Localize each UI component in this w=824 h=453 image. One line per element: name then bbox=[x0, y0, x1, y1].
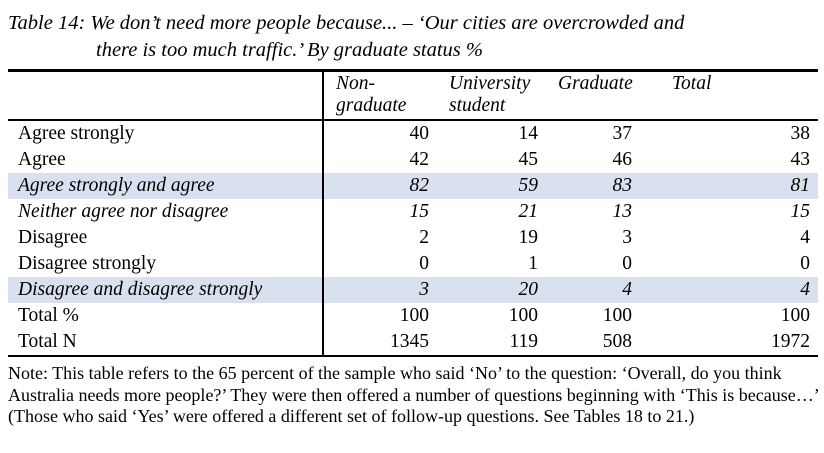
header-total: Total bbox=[640, 70, 818, 121]
cell-graduate: 0 bbox=[622, 253, 632, 274]
row-label: Agree strongly bbox=[8, 120, 324, 147]
cell-university-student: 1 bbox=[528, 253, 538, 274]
header-label: Graduate bbox=[558, 73, 633, 94]
table-row: Agree strongly and agree 82 59 83 81 bbox=[8, 173, 818, 199]
cell-non-graduate: 15 bbox=[409, 201, 430, 222]
table-row: Agree strongly 40 14 37 38 bbox=[8, 120, 818, 147]
row-label: Disagree strongly bbox=[8, 251, 324, 277]
cell-university-student: 100 bbox=[508, 305, 538, 326]
cell-university-student: 20 bbox=[518, 279, 539, 300]
table-caption: Table 14: We don’t need more people beca… bbox=[8, 10, 818, 64]
cell-university-student: 45 bbox=[518, 149, 539, 170]
row-label: Agree bbox=[8, 147, 324, 173]
cell-total: 15 bbox=[790, 201, 811, 222]
cell-graduate: 4 bbox=[622, 279, 632, 300]
cell-graduate: 100 bbox=[602, 305, 632, 326]
header-row: Non-graduate University student Graduate… bbox=[8, 70, 818, 121]
table-row: Disagree and disagree strongly 3 20 4 4 bbox=[8, 277, 818, 303]
table-row: Disagree 2 19 3 4 bbox=[8, 225, 818, 251]
cell-non-graduate: 40 bbox=[409, 123, 430, 144]
header-non-graduate: Non-graduate bbox=[323, 70, 437, 121]
table-note: Note: This table refers to the 65 percen… bbox=[8, 363, 819, 426]
cell-total: 38 bbox=[790, 123, 811, 144]
table-caption-line1: Table 14: We don’t need more people beca… bbox=[8, 12, 685, 34]
cell-graduate: 83 bbox=[612, 175, 633, 196]
cell-total: 4 bbox=[800, 227, 810, 248]
cell-total: 43 bbox=[790, 149, 811, 170]
cell-university-student: 21 bbox=[518, 201, 539, 222]
cell-non-graduate: 2 bbox=[419, 227, 429, 248]
header-university-student: University student bbox=[437, 70, 546, 121]
cell-total: 1972 bbox=[771, 331, 810, 352]
cell-university-student: 119 bbox=[509, 331, 538, 352]
table-caption-line2: there is too much traffic.’ By graduate … bbox=[96, 39, 483, 61]
row-label: Agree strongly and agree bbox=[8, 173, 324, 199]
cell-graduate: 37 bbox=[612, 123, 633, 144]
cell-university-student: 19 bbox=[518, 227, 539, 248]
table-row: Disagree strongly 0 1 0 0 bbox=[8, 251, 818, 277]
cell-total: 4 bbox=[800, 279, 810, 300]
cell-graduate: 3 bbox=[622, 227, 632, 248]
cell-graduate: 46 bbox=[612, 149, 633, 170]
cell-non-graduate: 42 bbox=[409, 149, 430, 170]
table-row: Total N 1345 119 508 1972 bbox=[8, 329, 818, 356]
row-label: Disagree and disagree strongly bbox=[8, 277, 324, 303]
cell-total: 100 bbox=[780, 305, 810, 326]
table-row: Agree 42 45 46 43 bbox=[8, 147, 818, 173]
row-label: Neither agree nor disagree bbox=[8, 199, 324, 225]
row-label: Disagree bbox=[8, 225, 324, 251]
cell-non-graduate: 3 bbox=[419, 279, 429, 300]
cell-graduate: 508 bbox=[602, 331, 632, 352]
table-header: Non-graduate University student Graduate… bbox=[8, 70, 818, 121]
data-table: Non-graduate University student Graduate… bbox=[8, 69, 818, 357]
table-row: Total % 100 100 100 100 bbox=[8, 303, 818, 329]
cell-university-student: 14 bbox=[518, 123, 539, 144]
cell-non-graduate: 82 bbox=[409, 175, 430, 196]
header-label: Total bbox=[672, 73, 712, 94]
cell-non-graduate: 1345 bbox=[390, 331, 429, 352]
cell-graduate: 13 bbox=[612, 201, 633, 222]
row-label: Total N bbox=[8, 329, 324, 356]
header-label: Non-graduate bbox=[336, 73, 407, 116]
table-body: Agree strongly 40 14 37 38 Agree 42 45 46 43 Agree… bbox=[8, 120, 818, 356]
header-graduate: Graduate bbox=[546, 70, 640, 121]
cell-non-graduate: 100 bbox=[399, 305, 429, 326]
cell-non-graduate: 0 bbox=[419, 253, 429, 274]
row-label: Total % bbox=[8, 303, 324, 329]
cell-university-student: 59 bbox=[518, 175, 539, 196]
header-corner-cell bbox=[8, 70, 324, 121]
cell-total: 81 bbox=[790, 175, 811, 196]
table-row: Neither agree nor disagree 15 21 13 15 bbox=[8, 199, 818, 225]
cell-total: 0 bbox=[800, 253, 810, 274]
header-label: University student bbox=[449, 73, 531, 116]
